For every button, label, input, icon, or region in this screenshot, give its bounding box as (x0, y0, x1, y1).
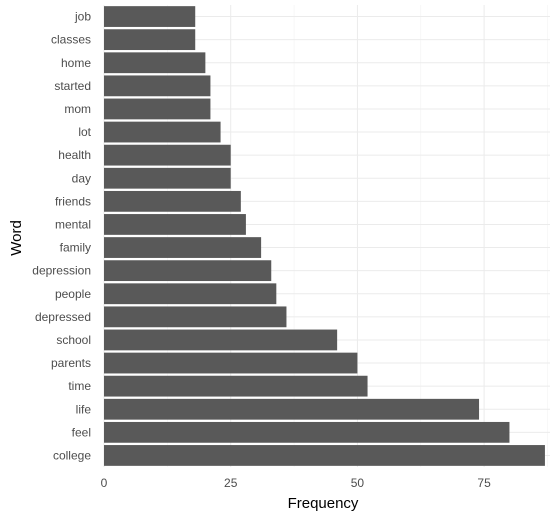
y-tick-label-health: health (58, 148, 91, 162)
bar-friends (104, 191, 241, 212)
x-tick-label: 50 (351, 476, 365, 490)
y-tick-label-started: started (54, 79, 91, 93)
y-tick-label-school: school (56, 333, 91, 347)
bar-feel (104, 422, 509, 443)
bar-college (104, 445, 545, 466)
y-tick-label-friends: friends (55, 194, 91, 208)
bar-job (104, 6, 195, 27)
y-tick-label-parents: parents (51, 356, 91, 370)
bar-family (104, 237, 261, 258)
bar-depression (104, 260, 271, 281)
y-tick-label-classes: classes (51, 33, 91, 47)
y-tick-label-life: life (76, 402, 92, 416)
y-tick-label-feel: feel (72, 425, 91, 439)
x-tick-label: 25 (224, 476, 238, 490)
y-tick-label-family: family (60, 241, 91, 255)
bar-people (104, 283, 276, 304)
bar-time (104, 376, 368, 397)
x-axis-title: Frequency (288, 495, 359, 512)
y-axis-title: Word (8, 220, 25, 256)
bar-lot (104, 122, 221, 143)
bar-school (104, 330, 337, 351)
y-tick-label-job: job (74, 10, 91, 24)
bar-home (104, 52, 205, 73)
bars (104, 6, 545, 466)
major-gridlines (104, 5, 550, 467)
y-tick-label-people: people (55, 287, 91, 301)
bar-life (104, 399, 479, 420)
x-axis-tick-labels: 0 25 50 75 (101, 476, 491, 490)
bar-depressed (104, 306, 286, 327)
y-axis-tick-labels: job classes home started mom lot health day frie… (32, 10, 91, 463)
y-tick-label-day: day (72, 171, 91, 185)
bar-parents (104, 353, 357, 374)
y-tick-label-depression: depression (32, 264, 91, 278)
y-tick-label-lot: lot (78, 125, 91, 139)
y-tick-label-mental: mental (55, 217, 91, 231)
bar-started (104, 75, 210, 96)
y-tick-label-home: home (61, 56, 91, 70)
bar-mental (104, 214, 246, 235)
bar-classes (104, 29, 195, 50)
y-tick-label-depressed: depressed (35, 310, 91, 324)
bar-day (104, 168, 231, 189)
bar-health (104, 145, 231, 166)
x-tick-label: 0 (101, 476, 108, 490)
bar-mom (104, 99, 210, 120)
x-tick-label: 75 (477, 476, 491, 490)
y-tick-label-mom: mom (64, 102, 91, 116)
y-tick-label-time: time (68, 379, 91, 393)
y-tick-label-college: college (53, 448, 91, 462)
